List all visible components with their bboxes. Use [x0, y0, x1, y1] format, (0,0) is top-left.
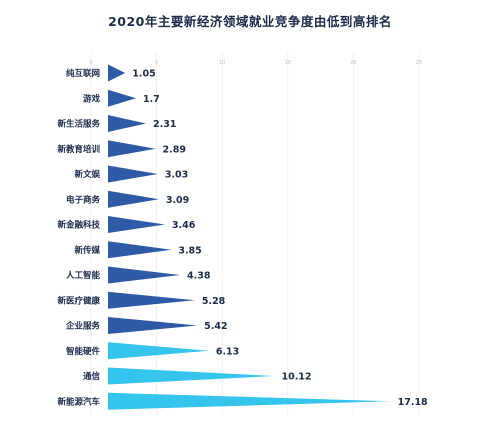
- category-label: 电子商务: [66, 194, 101, 205]
- value-label: 1.7: [143, 94, 160, 105]
- value-label: 3.09: [166, 195, 189, 206]
- bar: [108, 367, 275, 385]
- x-tick-label: 20: [350, 60, 356, 66]
- category-label: 人工智能: [66, 270, 101, 281]
- value-label: 3.03: [165, 170, 188, 181]
- x-tick-label: 5: [155, 60, 158, 66]
- bar: [108, 342, 209, 360]
- bar: [108, 89, 136, 107]
- value-label: 4.38: [187, 271, 211, 282]
- category-label: 新传媒: [74, 245, 100, 256]
- category-label: 通信: [83, 371, 101, 382]
- bar: [108, 291, 195, 309]
- value-label: 2.31: [153, 119, 176, 130]
- bar: [108, 165, 158, 183]
- x-tick-label: 0: [89, 60, 92, 66]
- value-label: 5.42: [204, 321, 227, 332]
- bar: [108, 266, 181, 284]
- bar: [108, 64, 126, 82]
- bar: [108, 190, 159, 208]
- category-label: 新生活服务: [57, 119, 100, 130]
- bar: [108, 392, 391, 410]
- bar: [108, 140, 156, 158]
- x-tick-label: 10: [219, 60, 225, 66]
- value-label: 1.05: [132, 69, 155, 80]
- x-tick-label: 25: [416, 60, 422, 66]
- category-label: 企业服务: [65, 321, 101, 332]
- bar: [108, 317, 198, 334]
- value-label: 17.18: [398, 397, 428, 408]
- value-label: 3.46: [172, 220, 196, 231]
- value-label: 3.85: [178, 245, 201, 256]
- category-label: 新医疗健康: [57, 295, 100, 306]
- category-label: 纯互联网: [66, 68, 100, 79]
- value-label: 2.89: [163, 144, 186, 155]
- category-label: 智能硬件: [65, 346, 101, 357]
- bar: [108, 115, 146, 132]
- value-label: 5.28: [202, 296, 226, 307]
- category-label: 新能源汽车: [57, 396, 100, 407]
- category-label: 新教育培训: [57, 144, 100, 155]
- chart-title: 2020年主要新经济领域就业竞争度由低到高排名: [108, 14, 392, 29]
- x-tick-label: 15: [285, 60, 291, 66]
- category-label: 新金融科技: [57, 220, 100, 231]
- value-label: 10.12: [281, 372, 311, 383]
- bar: [108, 216, 165, 233]
- bar: [108, 241, 172, 259]
- category-label: 新文娱: [74, 169, 100, 180]
- category-label: 游戏: [83, 93, 101, 104]
- value-label: 6.13: [216, 346, 239, 357]
